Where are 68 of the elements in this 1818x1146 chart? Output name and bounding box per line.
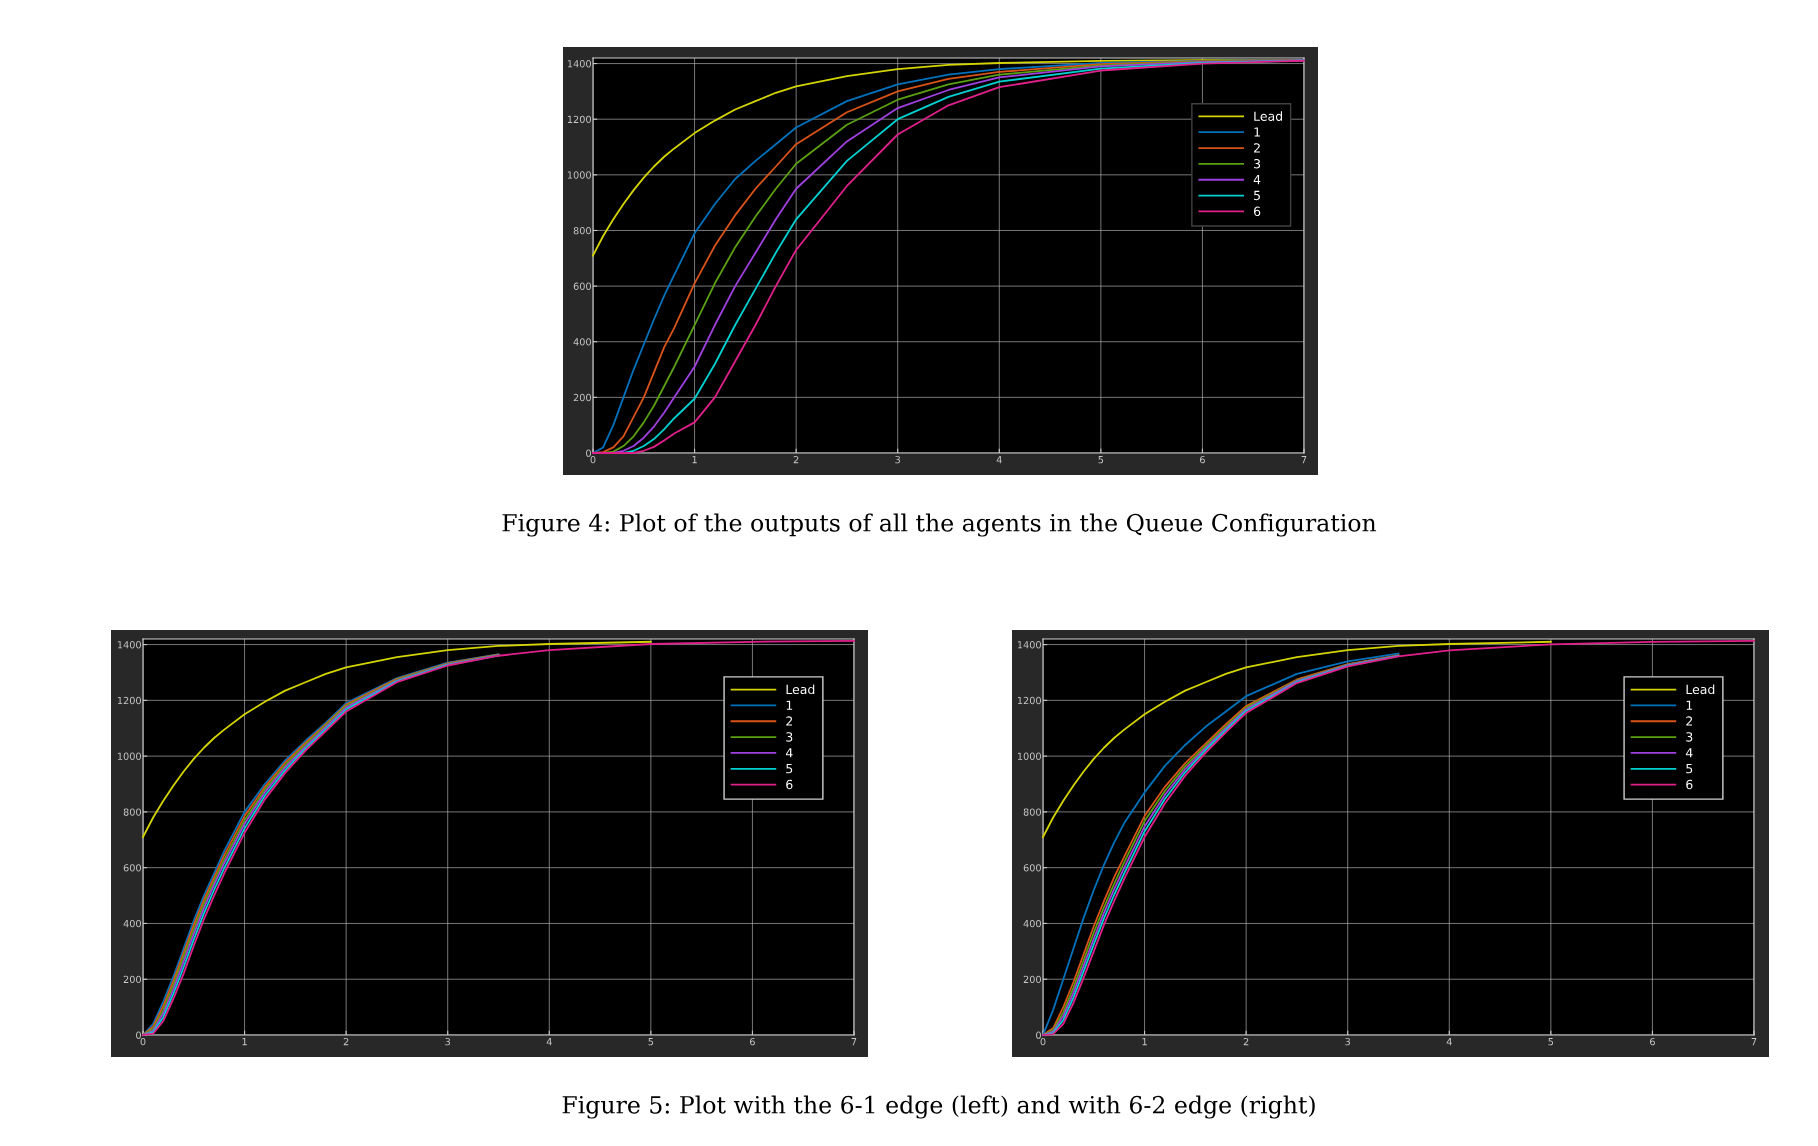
- y-tick-label: 0: [136, 1031, 141, 1039]
- legend-label: 6: [1686, 779, 1693, 790]
- y-tick-label: 600: [123, 864, 141, 872]
- x-tick-label: 3: [445, 1037, 451, 1046]
- y-tick-label: 1200: [117, 696, 141, 705]
- caption: Figure 5: Plot with the 6-1 edge (left) and with 6-2 edge (right): [562, 1095, 1315, 1119]
- y-tick-label: 1000: [1017, 752, 1041, 760]
- legend-label: 6: [1253, 206, 1261, 217]
- legend-label: 5: [1254, 190, 1260, 201]
- y-tick-label: 0: [586, 449, 591, 457]
- legend-label: 3: [1686, 732, 1693, 742]
- y-tick-label: 200: [1023, 975, 1041, 984]
- x-tick-label: 5: [648, 1038, 654, 1046]
- y-tick-label: 200: [123, 975, 141, 984]
- legend-label: 3: [1254, 159, 1261, 169]
- legend-label: 4: [785, 748, 793, 758]
- x-tick-label: 1: [242, 1038, 247, 1046]
- legend-label: 4: [1685, 748, 1693, 758]
- y-tick-label: 1400: [567, 60, 591, 68]
- x-tick-label: 6: [1650, 1037, 1655, 1046]
- x-tick-label: 7: [851, 1038, 857, 1046]
- y-tick-label: 1200: [567, 115, 591, 124]
- y-tick-label: 600: [573, 282, 591, 290]
- x-tick-label: 2: [793, 455, 799, 464]
- x-tick-label: 3: [1345, 1037, 1351, 1046]
- x-tick-label: 6: [750, 1037, 755, 1046]
- x-tick-label: 1: [1142, 1038, 1147, 1046]
- x-tick-label: 7: [1751, 1038, 1757, 1046]
- x-tick-label: 5: [1548, 1038, 1554, 1046]
- x-tick-label: 3: [895, 455, 901, 464]
- legend-label: 2: [1686, 716, 1693, 726]
- x-tick-label: 4: [546, 1038, 552, 1046]
- x-tick-label: 2: [1243, 1037, 1249, 1046]
- x-tick-label: 2: [343, 1037, 349, 1046]
- legend-label: 1: [1254, 127, 1260, 137]
- legend-label: Lead: [1254, 111, 1282, 121]
- y-tick-label: 400: [1023, 919, 1041, 928]
- legend-label: Lead: [1686, 684, 1715, 695]
- legend-label: 3: [786, 732, 793, 742]
- legend-label: 5: [1686, 764, 1693, 774]
- y-tick-label: 400: [123, 919, 141, 928]
- x-tick-label: 5: [1098, 456, 1104, 464]
- legend-label: Lead: [786, 684, 815, 695]
- x-tick-label: 6: [1200, 455, 1205, 464]
- y-tick-label: 800: [123, 808, 141, 816]
- y-tick-label: 1000: [567, 171, 591, 179]
- y-tick-label: 1400: [1017, 641, 1041, 649]
- x-tick-label: 4: [1446, 1038, 1452, 1046]
- y-tick-label: 200: [573, 393, 591, 402]
- legend-label: 2: [786, 716, 793, 726]
- x-tick-label: 4: [996, 456, 1002, 464]
- legend-label: 1: [1686, 700, 1693, 710]
- y-tick-label: 1400: [117, 641, 141, 649]
- legend-label: 6: [786, 779, 793, 790]
- x-tick-label: 1: [692, 456, 697, 464]
- y-tick-label: 800: [573, 226, 591, 235]
- y-tick-label: 400: [573, 338, 591, 346]
- y-tick-label: 1200: [1017, 696, 1041, 705]
- legend-label: 2: [1254, 143, 1260, 153]
- x-tick-label: 7: [1301, 456, 1307, 464]
- legend-label: 1: [786, 700, 793, 710]
- y-tick-label: 800: [1023, 808, 1041, 816]
- legend-label: 4: [1253, 175, 1261, 185]
- y-tick-label: 1000: [117, 752, 141, 760]
- legend-label: 5: [786, 764, 793, 774]
- caption: Figure 4: Plot of the outputs of all the agents in the Queue Configuration: [502, 513, 1377, 537]
- y-tick-label: 600: [1023, 864, 1041, 872]
- y-tick-label: 0: [1036, 1031, 1041, 1039]
